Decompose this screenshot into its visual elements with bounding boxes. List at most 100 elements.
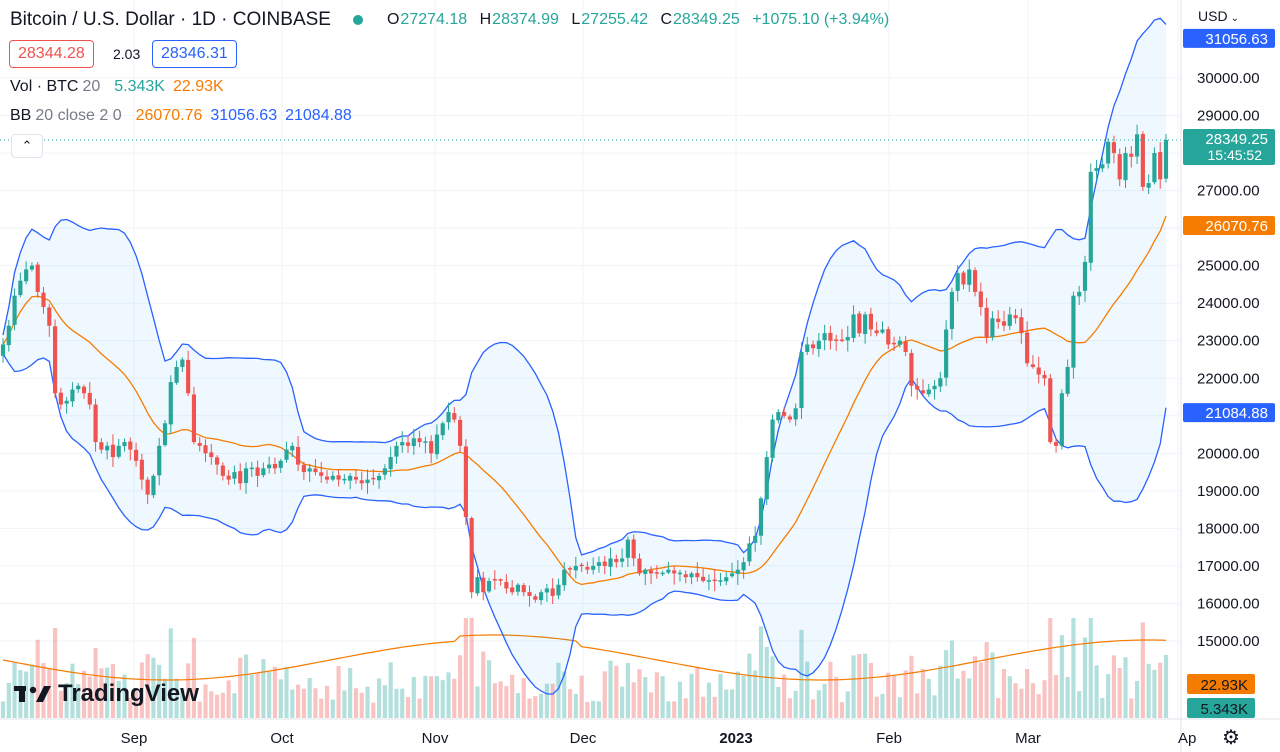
tradingview-logo[interactable]: TradingView bbox=[14, 680, 199, 708]
gear-icon[interactable]: ⚙ bbox=[1222, 727, 1240, 749]
volume-label-text: 22.93K bbox=[1200, 677, 1248, 694]
candle-body bbox=[782, 412, 787, 416]
volume-bar bbox=[290, 689, 295, 718]
x-tick-label: 2023 bbox=[719, 730, 752, 747]
bb-legend-basis: 26070.76 bbox=[135, 107, 203, 124]
candle-body bbox=[944, 329, 949, 378]
candle-body bbox=[718, 580, 723, 582]
candle-body bbox=[938, 378, 943, 387]
candle-body bbox=[52, 326, 58, 394]
volume-label-text: 5.343K bbox=[1200, 701, 1248, 718]
volume-bar bbox=[197, 701, 202, 718]
candle-body bbox=[388, 457, 393, 470]
volume-bar bbox=[527, 698, 532, 718]
price-label-text: 26070.76 bbox=[1205, 218, 1268, 235]
chart-grid bbox=[0, 0, 1180, 719]
candle-body bbox=[1123, 153, 1128, 181]
candle-body bbox=[272, 463, 278, 469]
candle-body bbox=[475, 577, 480, 594]
volume-bar bbox=[313, 688, 318, 718]
time-axis[interactable]: Sep Oct Nov Dec 2023 Feb Mar Ap bbox=[0, 718, 1280, 747]
candle-body bbox=[533, 596, 538, 600]
candle-body bbox=[324, 476, 330, 480]
volume-bar bbox=[1013, 683, 1018, 718]
volume-bar bbox=[585, 701, 590, 718]
volume-bar bbox=[1152, 669, 1157, 718]
volume-bar bbox=[365, 686, 370, 718]
candle-body bbox=[12, 295, 17, 325]
candle-body bbox=[747, 543, 752, 562]
volume-bar bbox=[417, 698, 422, 718]
low-value: 27255.42 bbox=[581, 11, 648, 28]
volume-bar bbox=[99, 668, 104, 718]
volume-bar bbox=[0, 701, 6, 718]
candle-body bbox=[365, 479, 370, 484]
candle-body bbox=[434, 434, 440, 455]
candle-body bbox=[539, 592, 544, 601]
candle-body bbox=[874, 330, 879, 334]
candle-body bbox=[857, 313, 862, 334]
volume-bar bbox=[868, 662, 873, 718]
y-tick-label: 25000.00 bbox=[1197, 258, 1260, 275]
candle-body bbox=[81, 386, 87, 394]
volume-bar bbox=[660, 676, 665, 718]
candle-body bbox=[805, 344, 810, 352]
volume-bar bbox=[932, 695, 937, 718]
price-label-text: 21084.88 bbox=[1205, 405, 1268, 422]
bb-legend-upper: 31056.63 bbox=[210, 107, 278, 124]
volume-bar bbox=[903, 670, 908, 718]
candle-body bbox=[267, 464, 272, 469]
candle-body bbox=[18, 280, 23, 296]
volume-bar bbox=[677, 681, 683, 718]
volume-bar bbox=[839, 702, 845, 718]
candle-body bbox=[133, 449, 139, 461]
candle-body bbox=[695, 573, 700, 578]
buy-price-button[interactable]: 28346.31 bbox=[152, 40, 237, 68]
chevron-up-icon: ⌃ bbox=[21, 138, 33, 153]
candle-body bbox=[955, 273, 960, 291]
volume-bar bbox=[324, 685, 330, 718]
sell-price-button[interactable]: 28344.28 bbox=[9, 40, 94, 68]
volume-bar bbox=[793, 690, 798, 718]
volume-bar bbox=[1048, 618, 1053, 718]
volume-bar bbox=[469, 618, 474, 718]
volume-bar bbox=[955, 678, 960, 718]
volume-bar bbox=[267, 671, 272, 718]
volume-bar bbox=[440, 680, 445, 718]
close-label: C bbox=[660, 11, 673, 28]
volume-bar bbox=[816, 690, 821, 718]
collapse-legend-button[interactable]: ⌃ bbox=[11, 134, 43, 158]
candle-body bbox=[70, 389, 75, 402]
volume-bar bbox=[978, 662, 983, 718]
candle-body bbox=[880, 329, 885, 333]
candle-body bbox=[915, 385, 920, 390]
volume-bar bbox=[1163, 654, 1169, 718]
candle-body bbox=[1065, 367, 1070, 394]
volume-bar bbox=[133, 690, 139, 718]
volume-bar bbox=[215, 694, 220, 718]
currency-dropdown[interactable]: USD ⌄ bbox=[1198, 8, 1239, 24]
volume-bar bbox=[116, 681, 121, 718]
volume-legend[interactable]: Vol · BTC 20 5.343K 22.93K bbox=[10, 78, 232, 96]
volume-ma-line bbox=[2, 634, 1167, 681]
candle-body bbox=[579, 564, 584, 567]
candle-body bbox=[220, 465, 225, 476]
candle-body bbox=[64, 400, 69, 404]
volume-bar bbox=[729, 689, 735, 718]
bb-upper-line bbox=[2, 17, 1167, 556]
y-tick-label: 22000.00 bbox=[1197, 370, 1260, 387]
candle-body bbox=[336, 475, 341, 480]
candle-body bbox=[596, 562, 602, 566]
candle-body bbox=[1025, 332, 1030, 364]
volume-bar bbox=[828, 661, 833, 718]
bollinger-legend[interactable]: BB 20 close 2 0 26070.76 31056.63 21084.88 bbox=[10, 107, 360, 125]
volume-legend-ma: 22.93K bbox=[172, 78, 224, 95]
volume-bar bbox=[76, 683, 81, 718]
symbol-title[interactable]: Bitcoin / U.S. Dollar · 1D · COINBASE bbox=[10, 9, 331, 30]
volume-bar bbox=[579, 675, 584, 718]
candle-body bbox=[620, 558, 625, 562]
candle-body bbox=[330, 475, 335, 480]
price-axis[interactable]: 15000.00 16000.00 17000.00 18000.00 19000.00… bbox=[1180, 0, 1260, 752]
y-tick-label: 20000.00 bbox=[1197, 445, 1260, 462]
